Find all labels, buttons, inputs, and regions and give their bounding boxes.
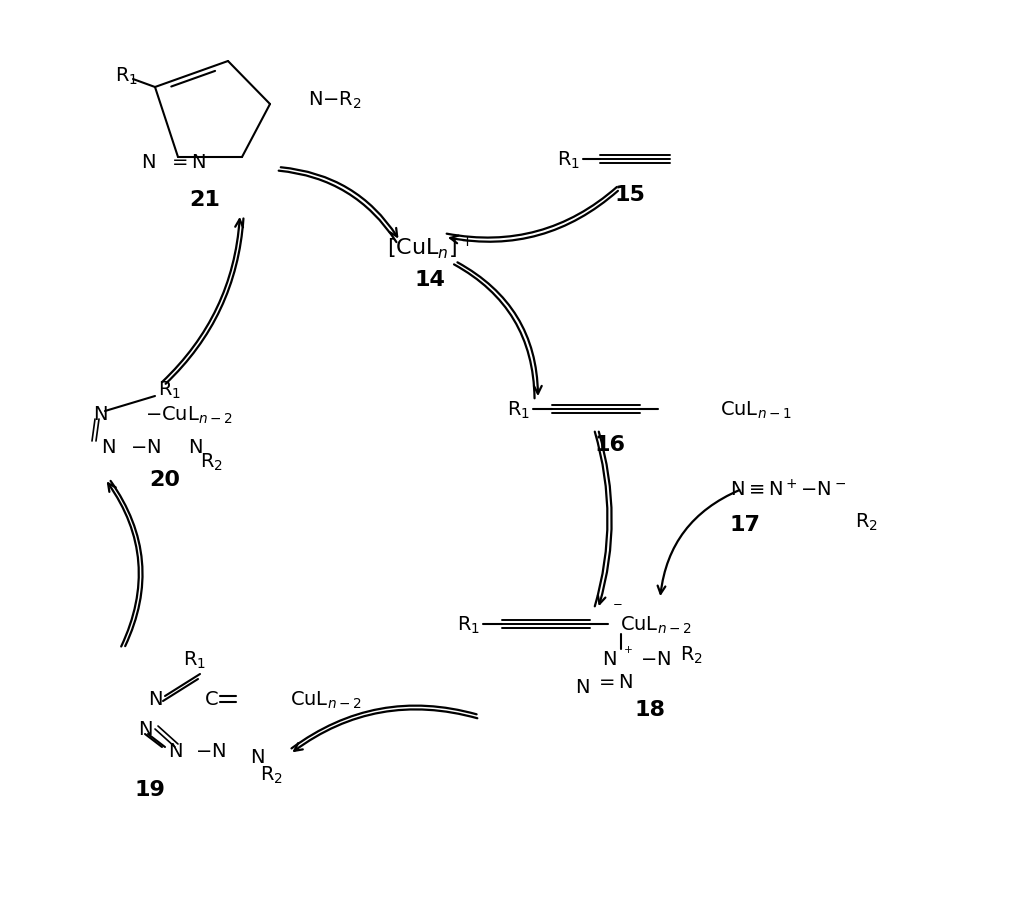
Text: 16: 16 [595,434,626,454]
FancyArrowPatch shape [281,168,397,237]
Text: $^-$: $^-$ [610,600,623,618]
Text: N: N [168,741,182,760]
Text: $-$N: $-$N [640,650,671,669]
FancyArrowPatch shape [657,490,739,594]
FancyArrowPatch shape [446,188,616,238]
Text: N$-$R$_2$: N$-$R$_2$ [308,89,361,110]
Text: N: N [100,438,116,457]
FancyArrowPatch shape [458,263,542,395]
Text: R$_1$: R$_1$ [183,648,207,670]
FancyArrowPatch shape [595,433,607,607]
Text: $-$N: $-$N [195,741,225,760]
Text: R$_2$: R$_2$ [200,451,223,472]
Text: 20: 20 [150,470,180,489]
Text: N: N [141,154,156,172]
Text: N$\equiv$N$^+$$-$N$^-$: N$\equiv$N$^+$$-$N$^-$ [730,479,847,500]
Text: 14: 14 [415,270,445,290]
Text: R$_2$: R$_2$ [680,644,703,665]
Text: R$_1$: R$_1$ [457,614,480,635]
Text: $-$N: $-$N [129,438,161,457]
Text: 21: 21 [189,190,220,209]
Text: R$_2$: R$_2$ [260,764,283,785]
Text: 18: 18 [635,699,666,719]
Text: R$_1$: R$_1$ [116,65,138,87]
Text: 19: 19 [134,779,166,799]
FancyArrowPatch shape [598,433,611,604]
Text: C: C [205,690,219,709]
FancyArrowPatch shape [451,191,617,244]
Text: N: N [147,690,162,709]
FancyArrowPatch shape [454,265,535,399]
Text: N: N [250,748,264,767]
Text: N: N [602,650,617,669]
Text: N: N [93,405,108,424]
Text: $-$CuL$_{n-2}$: $-$CuL$_{n-2}$ [145,404,233,425]
FancyArrowPatch shape [294,710,477,751]
Text: N: N [188,438,203,457]
Text: CuL$_{n-1}$: CuL$_{n-1}$ [720,399,792,420]
Text: R$_1$: R$_1$ [557,149,580,171]
Text: [CuL$_n$]$^+$: [CuL$_n$]$^+$ [387,234,473,261]
FancyArrowPatch shape [292,706,476,749]
Text: R$_2$: R$_2$ [855,511,878,532]
FancyArrowPatch shape [162,220,243,383]
Text: $^+$: $^+$ [621,644,633,659]
Text: R$_1$: R$_1$ [159,379,181,400]
FancyArrowPatch shape [166,219,244,385]
FancyArrowPatch shape [279,172,396,243]
Text: $=$N: $=$N [595,673,634,692]
Text: 15: 15 [614,185,645,205]
Text: $=$N: $=$N [168,154,207,172]
Text: CuL$_{n-2}$: CuL$_{n-2}$ [620,614,691,635]
Text: R$_1$: R$_1$ [507,399,530,420]
Text: N: N [575,678,590,697]
Text: CuL$_{n-2}$: CuL$_{n-2}$ [290,689,361,710]
Text: 17: 17 [730,515,761,535]
FancyArrowPatch shape [111,481,142,647]
FancyArrowPatch shape [109,484,139,647]
Text: N: N [138,720,153,739]
